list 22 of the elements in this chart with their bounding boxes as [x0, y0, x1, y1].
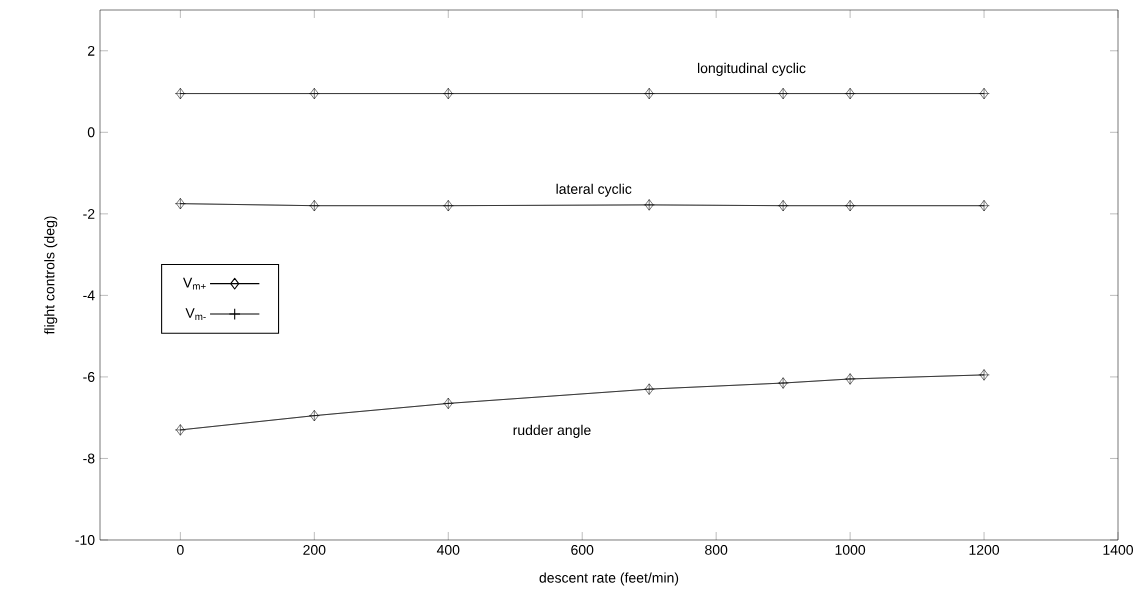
x-tick-label: 0	[177, 544, 184, 555]
y-tick-label: -6	[83, 371, 95, 382]
x-tick-label: 400	[436, 544, 460, 555]
annotation: longitudinal cyclic	[697, 62, 806, 76]
legend-label: V$_{m+}$	[183, 277, 206, 290]
x-tick-label: 1000	[835, 544, 866, 555]
y-axis-title: flight controls (deg)	[44, 216, 58, 335]
y-tick-label: -4	[83, 290, 95, 301]
x-axis-title: descent rate (feet/min)	[539, 572, 679, 586]
x-tick-label: 1400	[1103, 544, 1134, 555]
annotation: lateral cyclic	[556, 183, 632, 197]
y-tick-label: 2	[87, 45, 95, 56]
x-tick-label: 800	[705, 544, 728, 555]
annotation: rudder angle	[513, 424, 591, 438]
y-tick-label: -8	[83, 453, 95, 464]
x-tick-label: 600	[571, 544, 594, 555]
legend-label: V$_{m-}$	[185, 308, 206, 320]
y-tick-label: 0	[87, 127, 95, 138]
y-tick-label: -2	[83, 208, 95, 219]
x-tick-label: 200	[303, 544, 326, 555]
x-tick-label: 1200	[969, 544, 1000, 555]
y-tick-label: -10	[75, 535, 95, 545]
